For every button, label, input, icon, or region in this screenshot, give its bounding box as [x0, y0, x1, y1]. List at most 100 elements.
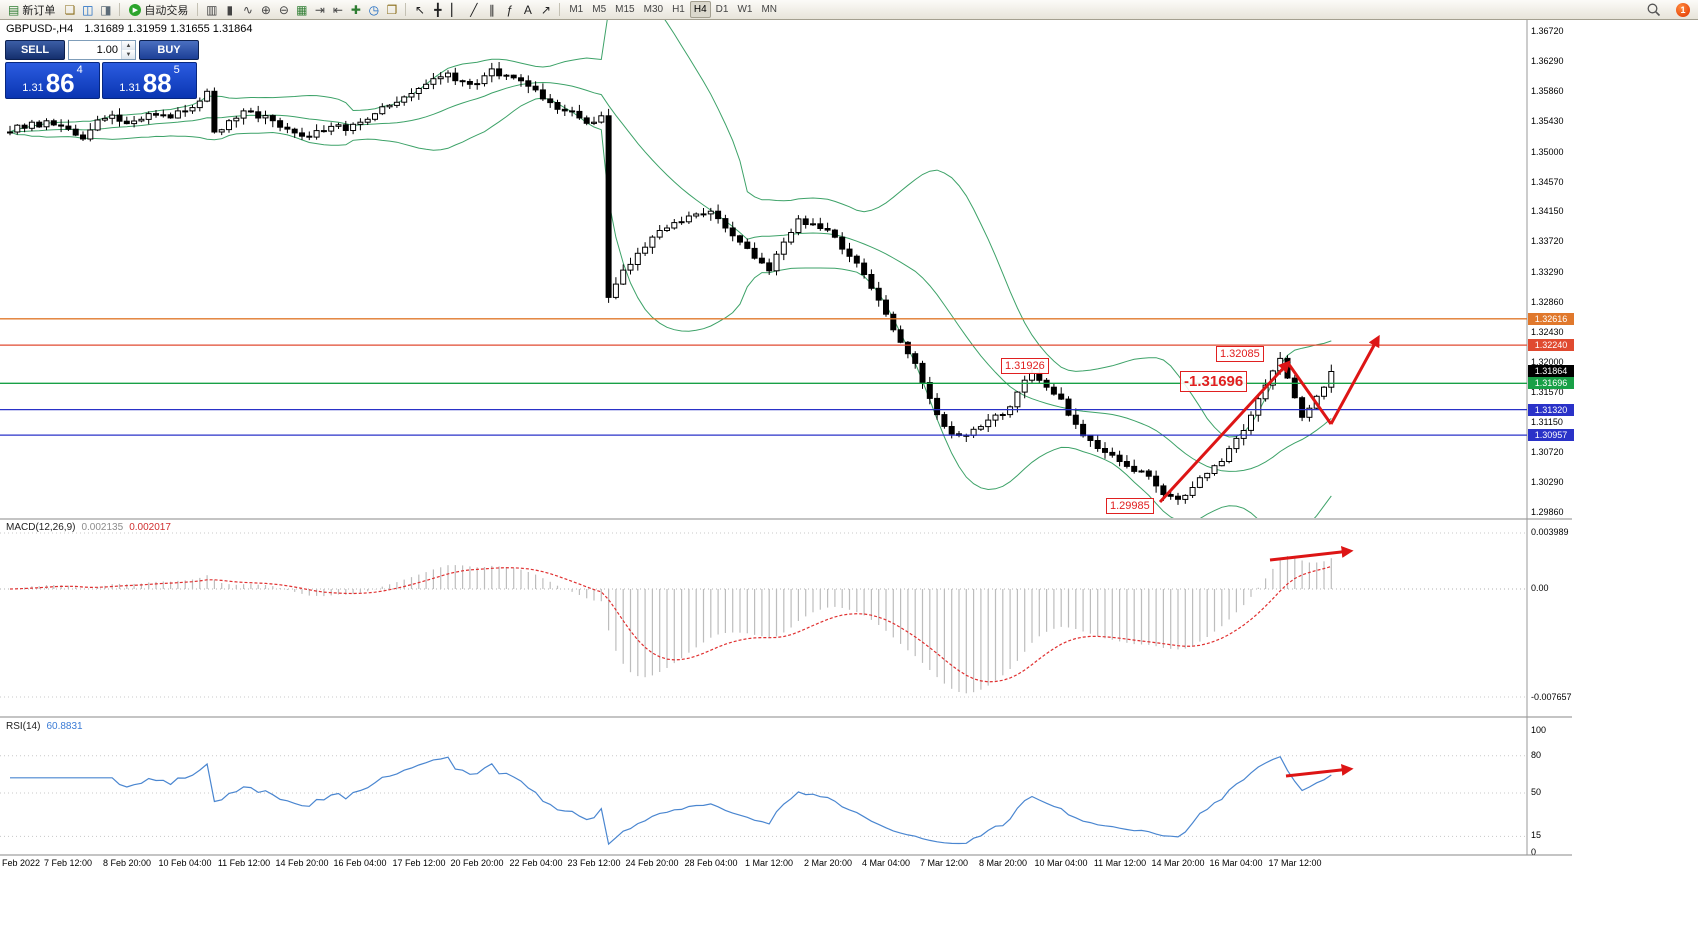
timeframe-buttons: M1 M5 M15 M30 H1 H4 D1 W1 MN [565, 1, 781, 18]
price-badge: 1.31696 [1528, 377, 1574, 389]
zoom-in-icon[interactable]: ⊕ [260, 2, 271, 17]
new-order-label: 新订单 [22, 4, 56, 17]
arrows-tool-icon[interactable]: ↗ [540, 2, 551, 17]
toolbar: ▤ 新订单 ❏ ◫ ◨ ▶ 自动交易 ▥ ▮ ∿ ⊕ ⊖ ▦ ⇥ ⇤ ✚ ◷ ❐ ↖ ╋ ▏ ╱ ∥ ƒ A ↗ M1… [0, 0, 1698, 20]
price-axis-label: 1.29860 [1531, 507, 1564, 517]
time-axis-label: 1 Mar 12:00 [744, 858, 794, 868]
macd-value-main: 0.002135 [81, 522, 124, 533]
new-order-button[interactable]: ▤ 新订单 [4, 2, 59, 18]
auto-trading-button[interactable]: ▶ 自动交易 [125, 2, 192, 18]
vertical-line-icon[interactable]: ▏ [451, 2, 461, 17]
time-axis-label: 10 Mar 04:00 [1034, 858, 1088, 868]
rsi-name: RSI(14) [6, 721, 41, 732]
price-axis-label: 1.36290 [1531, 56, 1564, 66]
charts-window-icon[interactable]: ❏ [64, 2, 76, 17]
timeframe-w1[interactable]: W1 [737, 4, 753, 15]
lot-increase-button[interactable]: ▲ [122, 41, 135, 50]
search-icon[interactable] [1646, 2, 1662, 18]
price-axis-label: 1.32430 [1531, 327, 1564, 337]
time-axis-label: 17 Mar 12:00 [1268, 858, 1322, 868]
notification-badge[interactable]: 1 [1676, 2, 1690, 17]
rsi-value: 60.8831 [46, 721, 83, 732]
macd-name: MACD(12,26,9) [6, 522, 76, 533]
rsi-panel [0, 755, 1527, 846]
price-badge: 1.31320 [1528, 404, 1574, 416]
market-watch-icon[interactable]: ◨ [100, 2, 112, 17]
chart-shift-icon[interactable]: ⇤ [332, 2, 343, 17]
time-axis-label: 16 Feb 04:00 [333, 858, 387, 868]
time-axis-label: 8 Feb 20:00 [102, 858, 152, 868]
time-axis-label: 22 Feb 04:00 [509, 858, 563, 868]
price-axis-label: 1.35430 [1531, 116, 1564, 126]
timeframe-h4[interactable]: H4 [689, 1, 711, 18]
line-chart-icon[interactable]: ∿ [242, 2, 253, 17]
price-axis-label: 1.32860 [1531, 297, 1564, 307]
price-badge: 1.32616 [1528, 313, 1574, 325]
price-annotation[interactable]: 1.29985 [1106, 498, 1154, 514]
candles-layer [7, 62, 1335, 505]
time-axis-label: 14 Mar 20:00 [1151, 858, 1205, 868]
timeframe-m30[interactable]: M30 [643, 4, 664, 15]
equidistant-channel-icon[interactable]: ∥ [488, 2, 495, 17]
new-chart-icon[interactable]: ✚ [350, 2, 361, 17]
time-axis-label: Feb 2022 [2, 858, 41, 868]
toolbar-separator [197, 3, 199, 16]
cursor-icon[interactable]: ↖ [414, 2, 425, 17]
auto-trading-label: 自动交易 [144, 4, 189, 17]
candlestick-chart-icon[interactable]: ▮ [226, 2, 234, 17]
price-axis-label: 1.35860 [1531, 86, 1564, 96]
timeframe-d1[interactable]: D1 [715, 4, 729, 15]
zoom-out-icon[interactable]: ⊖ [278, 2, 289, 17]
price-axis-label: 1.30290 [1531, 477, 1564, 487]
price-axis-label: 1.34570 [1531, 177, 1564, 187]
price-axis-label: 1.31570 [1531, 387, 1564, 397]
price-axis-label: 1.35000 [1531, 147, 1564, 157]
time-axis-label: 16 Mar 04:00 [1209, 858, 1263, 868]
macd-label: MACD(12,26,9) 0.002135 0.002017 [6, 522, 171, 533]
price-annotation[interactable]: 1.31926 [1001, 358, 1049, 374]
buy-price-point: 5 [173, 64, 180, 76]
tile-windows-icon[interactable]: ▦ [296, 2, 308, 17]
rsi-axis-label: 50 [1531, 787, 1542, 797]
time-axis-label: 11 Mar 12:00 [1093, 858, 1147, 868]
sell-button[interactable]: SELL [5, 40, 65, 60]
templates-icon[interactable]: ❐ [386, 2, 398, 17]
bar-chart-icon[interactable]: ▥ [206, 2, 218, 17]
time-axis-label: 2 Mar 20:00 [803, 858, 853, 868]
timeframe-m15[interactable]: M15 [615, 4, 635, 15]
rsi-axis-label: 0 [1531, 847, 1537, 857]
crosshair-icon[interactable]: ╋ [434, 2, 442, 17]
buy-price-pips: 88 [142, 68, 172, 98]
timeframe-h1[interactable]: H1 [672, 4, 685, 15]
time-axis-label: 14 Feb 20:00 [275, 858, 329, 868]
timeframe-m5[interactable]: M5 [592, 4, 607, 15]
sell-price-prefix: 1.31 [22, 82, 44, 94]
time-axis-label: 4 Mar 04:00 [861, 858, 911, 868]
timeframe-mn[interactable]: MN [761, 4, 778, 15]
lot-size-field[interactable]: 1.00 ▲ ▼ [68, 40, 136, 60]
play-icon: ▶ [129, 3, 142, 16]
toolbar-separator [119, 3, 121, 16]
auto-scroll-icon[interactable]: ⇥ [314, 2, 325, 17]
time-axis-label: 20 Feb 20:00 [450, 858, 504, 868]
macd-value-signal: 0.002017 [129, 522, 171, 533]
buy-button[interactable]: BUY [139, 40, 199, 60]
price-axis-label: 1.33290 [1531, 267, 1564, 277]
price-annotation[interactable]: 1.32085 [1216, 346, 1264, 362]
bollinger-bands [9, 20, 1332, 518]
period-clock-icon[interactable]: ◷ [368, 2, 380, 17]
lot-size-value[interactable]: 1.00 [96, 44, 118, 56]
lot-decrease-button[interactable]: ▼ [122, 50, 135, 59]
price-annotation[interactable]: -1.31696 [1180, 371, 1248, 392]
trendline-icon[interactable]: ╱ [470, 2, 478, 17]
timeframe-m1[interactable]: M1 [569, 4, 584, 15]
sell-price-display[interactable]: 1.31 86 4 [5, 62, 100, 99]
fibonacci-icon[interactable]: ƒ [506, 2, 514, 17]
time-axis-label: 7 Mar 12:00 [919, 858, 969, 868]
buy-price-display[interactable]: 1.31 88 5 [102, 62, 197, 99]
text-label-icon[interactable]: A [523, 2, 532, 17]
toolbar-separator [559, 3, 561, 16]
price-axis-label: 1.32000 [1531, 357, 1564, 367]
profiles-icon[interactable]: ◫ [82, 2, 94, 17]
